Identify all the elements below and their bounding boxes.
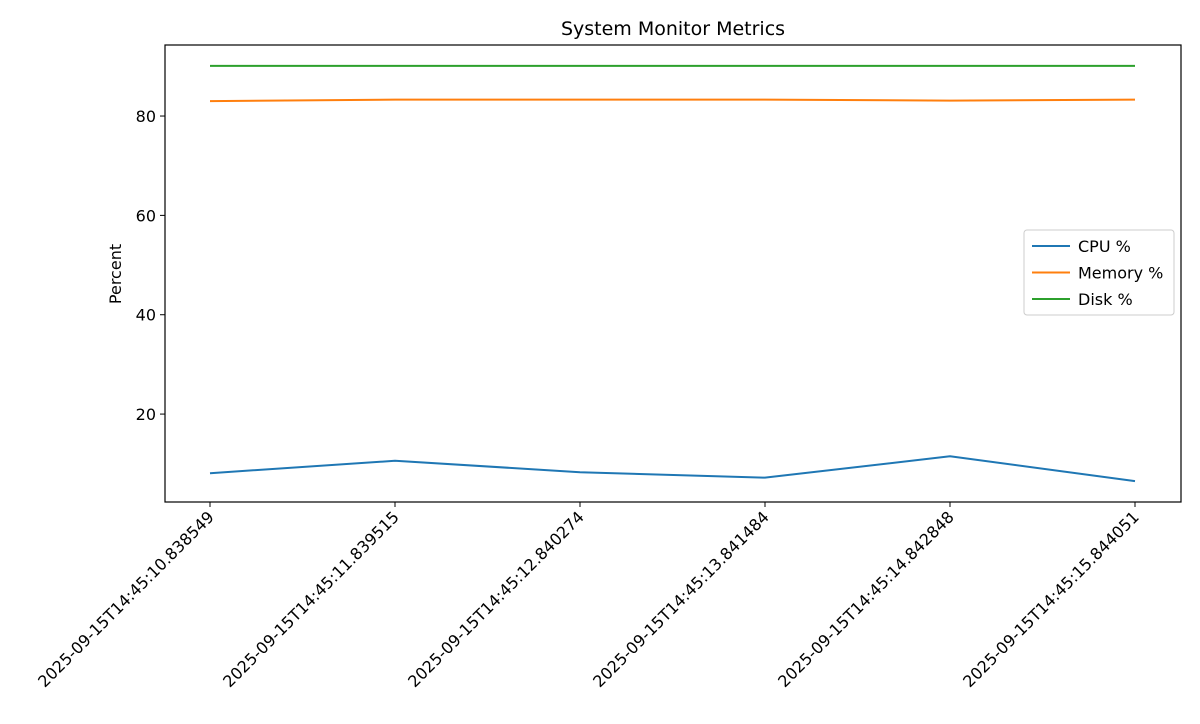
chart-title: System Monitor Metrics bbox=[561, 18, 785, 40]
data-point bbox=[763, 98, 767, 102]
x-tick-label: 2025-09-15T14:45:10.838549 bbox=[34, 507, 218, 691]
series-line-0 bbox=[209, 455, 1136, 483]
legend-box bbox=[1023, 229, 1175, 316]
y-axis-title: Percent bbox=[106, 244, 125, 304]
legend-label: CPU % bbox=[1078, 237, 1131, 256]
data-point bbox=[208, 64, 212, 68]
y-tick-label: 60 bbox=[136, 206, 156, 225]
y-tick-label: 40 bbox=[136, 306, 156, 325]
y-tick-label: 20 bbox=[136, 405, 156, 424]
data-point bbox=[208, 471, 212, 475]
data-point bbox=[1133, 98, 1137, 102]
data-point bbox=[948, 454, 952, 458]
series-line-1 bbox=[209, 98, 1136, 103]
data-point bbox=[578, 64, 582, 68]
data-point bbox=[1133, 64, 1137, 68]
data-point bbox=[1133, 479, 1137, 483]
axes-frame bbox=[164, 44, 1182, 503]
data-point bbox=[393, 98, 397, 102]
x-tick-label: 2025-09-15T14:45:12.840274 bbox=[404, 507, 588, 691]
data-point bbox=[763, 64, 767, 68]
data-point bbox=[578, 98, 582, 102]
data-point bbox=[208, 99, 212, 103]
data-point bbox=[948, 64, 952, 68]
legend: CPU % Memory % Disk % bbox=[1023, 229, 1175, 316]
x-tick-label: 2025-09-15T14:45:14.842848 bbox=[774, 507, 958, 691]
x-tick-label: 2025-09-15T14:45:11.839515 bbox=[219, 507, 403, 691]
legend-label: Disk % bbox=[1078, 290, 1133, 309]
y-tick-label: 80 bbox=[136, 107, 156, 126]
legend-label: Memory % bbox=[1078, 264, 1163, 283]
data-point bbox=[948, 99, 952, 103]
data-point bbox=[763, 476, 767, 480]
x-tick-label: 2025-09-15T14:45:13.841484 bbox=[589, 507, 773, 691]
data-point bbox=[578, 470, 582, 474]
x-tick-label: 2025-09-15T14:45:15.844051 bbox=[959, 507, 1143, 691]
data-point bbox=[393, 64, 397, 68]
data-point bbox=[393, 459, 397, 463]
